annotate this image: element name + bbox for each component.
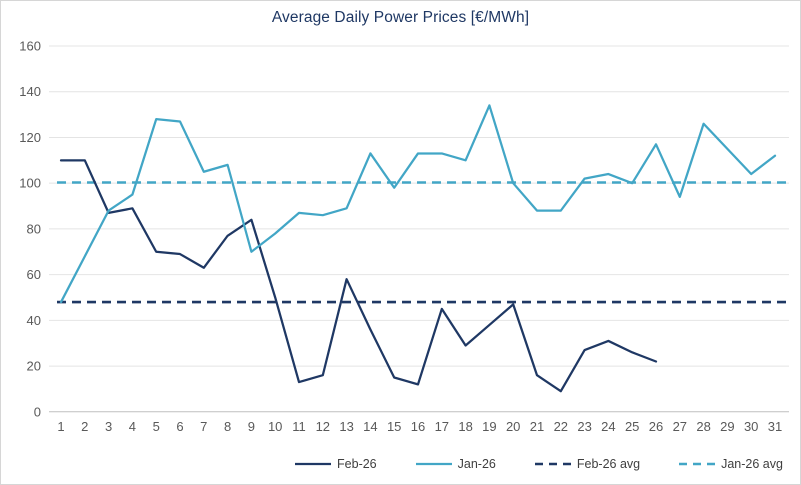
x-tick-label: 23 [577,419,591,434]
legend-line-sample-feb-26-avg [534,462,571,466]
x-tick-label: 7 [200,419,207,434]
x-tick-label: 2 [81,419,88,434]
y-tick-label: 80 [27,221,41,236]
chart-legend: Feb-26 Jan-26 Feb-26 avg Jan-26 avg [1,457,800,471]
x-tick-label: 29 [720,419,734,434]
legend-label: Jan-26 avg [721,457,783,471]
x-tick-label: 28 [696,419,710,434]
y-tick-label: 40 [27,313,41,328]
x-tick-label: 10 [268,419,282,434]
x-tick-label: 21 [530,419,544,434]
x-tick-label: 19 [482,419,496,434]
x-tick-label: 1 [57,419,64,434]
legend-item-jan-26: Jan-26 [415,457,496,471]
legend-label: Feb-26 [337,457,377,471]
y-tick-label: 140 [19,84,41,99]
legend-label: Jan-26 [457,457,496,471]
x-tick-label: 12 [316,419,330,434]
legend-line-sample-feb-26 [295,462,332,466]
x-tick-label: 22 [554,419,568,434]
x-tick-label: 31 [768,419,782,434]
y-tick-label: 20 [27,359,41,374]
x-tick-label: 9 [248,419,255,434]
x-tick-label: 13 [339,419,353,434]
x-tick-label: 14 [363,419,377,434]
chart-title: Average Daily Power Prices [€/MWh] [271,9,530,26]
y-tick-label: 120 [19,130,41,145]
legend-item-jan-26-avg: Jan-26 avg [678,457,783,471]
legend-line-sample-jan-26-avg [679,462,716,466]
x-tick-label: 11 [292,419,306,434]
y-tick-label: 0 [34,404,41,419]
x-tick-label: 15 [387,419,401,434]
x-tick-label: 18 [458,419,472,434]
legend-item-feb-26: Feb-26 [294,457,377,471]
y-tick-label: 100 [19,176,41,191]
x-tick-label: 26 [649,419,663,434]
legend-label: Feb-26 avg [576,457,641,471]
legend-line-sample-jan-26 [415,462,452,466]
x-tick-label: 24 [601,419,615,434]
x-tick-label: 3 [105,419,112,434]
x-tick-label: 20 [506,419,520,434]
x-tick-label: 4 [129,419,136,434]
x-tick-label: 27 [673,419,687,434]
y-tick-label: 160 [19,39,41,54]
x-tick-label: 17 [435,419,449,434]
y-tick-label: 60 [27,267,41,282]
x-tick-label: 16 [411,419,425,434]
x-tick-label: 5 [153,419,160,434]
legend-item-feb-26-avg: Feb-26 avg [534,457,640,471]
x-tick-label: 6 [176,419,183,434]
x-tick-label: 8 [224,419,231,434]
series-line-jan-26 [59,104,777,304]
x-tick-label: 30 [744,419,758,434]
x-tick-label: 25 [625,419,639,434]
series-line-feb-26 [59,159,658,393]
